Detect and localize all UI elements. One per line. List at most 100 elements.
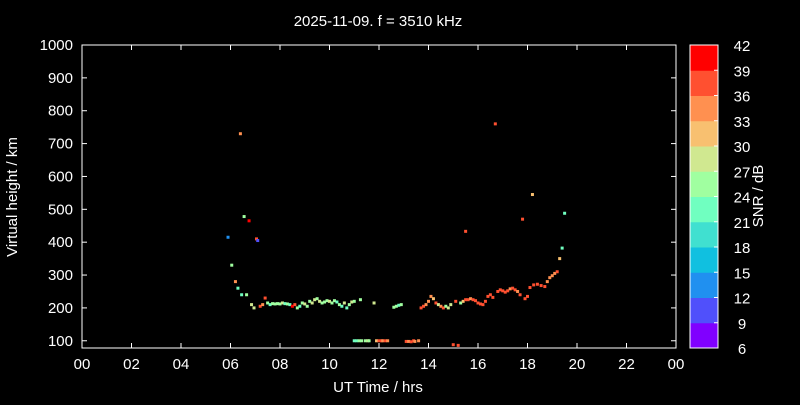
data-point [516,289,520,293]
data-point [332,299,336,303]
y-axis-label: Virtual height / km [4,137,21,257]
data-point [298,304,302,308]
data-point [240,293,244,297]
data-point [493,122,497,126]
data-point [252,306,256,310]
data-point [444,304,448,308]
colorbar-tick-label: 30 [734,139,751,156]
data-point [261,303,265,307]
data-point [466,298,470,302]
data-point [503,290,507,294]
data-point [315,297,319,301]
colorbar-swatch [690,272,718,298]
data-point [357,339,361,343]
colorbar-swatch [690,171,718,197]
colorbar-swatch [690,196,718,223]
data-point [555,270,559,274]
data-point [436,303,440,307]
data-point [483,299,487,303]
data-point [325,299,329,303]
data-point [372,301,376,305]
data-point [511,286,515,290]
data-point [446,306,450,310]
x-tick-label: 14 [420,356,437,373]
data-point [523,297,527,301]
x-axis-label: UT Time / hrs [333,379,423,396]
data-point [459,301,463,305]
data-point [350,300,354,304]
data-point [476,301,480,305]
data-point [266,301,270,305]
colorbar-swatch [690,322,718,349]
colorbar-tick-label: 39 [734,63,751,80]
data-point [404,339,408,343]
data-point [310,301,314,305]
data-point [461,299,465,303]
data-point [352,339,356,343]
x-tick-label: 04 [173,356,190,373]
data-point [293,303,297,307]
data-point [273,302,277,306]
colorbar-tick-label: 36 [734,89,751,106]
data-point [394,304,398,308]
data-point [429,294,433,298]
plot-area: 00 02 04 06 08 10 12 14 16 18 20 22 00 100 200 300 400 5… [40,37,685,373]
x-axis-ticks: 00 02 04 06 08 10 12 14 16 18 20 22 00 [74,45,685,373]
data-point [501,289,505,293]
data-point [254,237,258,241]
data-point [377,339,381,343]
data-point [328,299,331,303]
data-point [550,274,554,278]
colorbar-tick-label: 21 [734,215,751,232]
data-point [521,217,525,221]
colorbar-tick-label: 15 [734,265,751,282]
colorbar-swatch [690,120,718,147]
data-point [303,302,307,306]
data-point [330,301,334,305]
data-point [513,288,517,292]
data-point [431,297,435,301]
data-point [464,229,468,233]
data-point [532,283,536,287]
y-tick-label: 300 [48,267,73,284]
data-point [491,295,495,299]
colorbar-swatch [690,247,718,273]
data-point [441,306,445,310]
data-point [345,306,349,310]
y-tick-label: 1000 [40,37,73,54]
data-point [285,302,289,306]
data-point [545,280,549,284]
x-tick-label: 06 [222,356,239,373]
data-point [563,211,567,215]
y-tick-label: 700 [48,136,73,153]
colorbar-swatch [690,45,718,71]
data-point [305,304,309,308]
data-point [340,304,344,308]
y-tick-label: 800 [48,103,73,120]
data-point [553,271,557,275]
data-point [238,132,242,136]
chart-title: 2025-11-09. f = 3510 kHz [294,13,463,30]
data-point [280,301,284,305]
data-point [417,339,421,343]
x-tick-label: 22 [618,356,635,373]
data-point [320,301,324,305]
colorbar-ticks: 6 9 12 15 18 21 24 27 30 33 36 39 42 [714,38,750,358]
data-point [560,246,564,250]
x-tick-label: 16 [470,356,487,373]
data-point [419,306,423,310]
data-point [381,339,385,343]
data-point [337,303,341,307]
x-tick-label: 00 [668,356,685,373]
colorbar: 6 9 12 15 18 21 24 27 30 33 36 39 42 SNR / dB [689,38,767,358]
x-tick-label: 18 [519,356,536,373]
data-point [407,339,411,343]
data-point [434,301,438,305]
data-point [526,294,529,298]
data-point [496,289,500,293]
data-points [226,122,567,347]
data-point [295,306,299,310]
colorbar-label: SNR / dB [750,165,767,228]
data-point [471,298,475,302]
colorbar-tick-label: 12 [734,291,751,308]
